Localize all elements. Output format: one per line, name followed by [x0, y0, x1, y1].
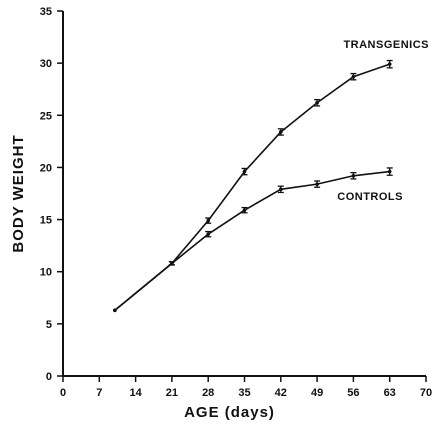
series-layer [113, 59, 393, 313]
data-point [206, 218, 210, 223]
y-tick-label: 15 [40, 215, 52, 227]
y-tick-label: 10 [40, 267, 52, 279]
series-label-controls: CONTROLS [337, 191, 403, 203]
data-point [279, 187, 283, 192]
y-tick-label: 35 [40, 6, 52, 18]
y-axis-title: BODY WEIGHT [10, 134, 27, 252]
data-point [206, 232, 210, 236]
series-label-transgenics: TRANSGENICS [343, 39, 429, 51]
series-labels: TRANSGENICS CONTROLS [337, 39, 429, 203]
y-tick-label: 20 [40, 162, 52, 174]
data-point [113, 308, 117, 313]
y-tick-label: 25 [40, 110, 52, 122]
x-tick-label: 7 [96, 387, 102, 399]
x-tick-label: 21 [166, 387, 178, 399]
x-tick-label: 49 [311, 387, 323, 399]
x-tick-label: 35 [238, 387, 250, 399]
data-point [387, 62, 392, 66]
series-line [114, 170, 390, 311]
data-point [170, 261, 174, 266]
series-line [114, 63, 390, 311]
series-transgenics [113, 59, 393, 313]
data-point [351, 173, 356, 178]
axes: 0 5 10 15 20 25 30 35 0 7 14 21 28 35 42 49 56 63 70 [40, 6, 432, 399]
y-tick-label: 30 [40, 58, 52, 70]
x-tick-label: 70 [420, 387, 432, 399]
x-axis-title: AGE (days) [184, 404, 275, 421]
x-tick-label: 14 [129, 387, 142, 399]
data-point [279, 130, 283, 134]
x-tick-label: 56 [347, 387, 359, 399]
data-point [315, 182, 319, 186]
data-point [315, 100, 319, 105]
x-tick-label: 0 [60, 387, 66, 399]
x-tick-label: 63 [384, 387, 396, 399]
data-point [387, 169, 392, 174]
y-ticks: 0 5 10 15 20 25 30 35 [40, 6, 63, 383]
x-ticks: 0 7 14 21 28 35 42 49 56 63 70 [60, 376, 432, 399]
y-tick-label: 5 [46, 319, 52, 331]
y-tick-label: 0 [46, 371, 52, 383]
data-point [242, 208, 247, 212]
x-tick-label: 42 [275, 387, 287, 399]
series-controls [113, 167, 393, 313]
x-tick-label: 28 [202, 387, 214, 399]
data-point [351, 74, 356, 79]
data-point [242, 169, 247, 174]
